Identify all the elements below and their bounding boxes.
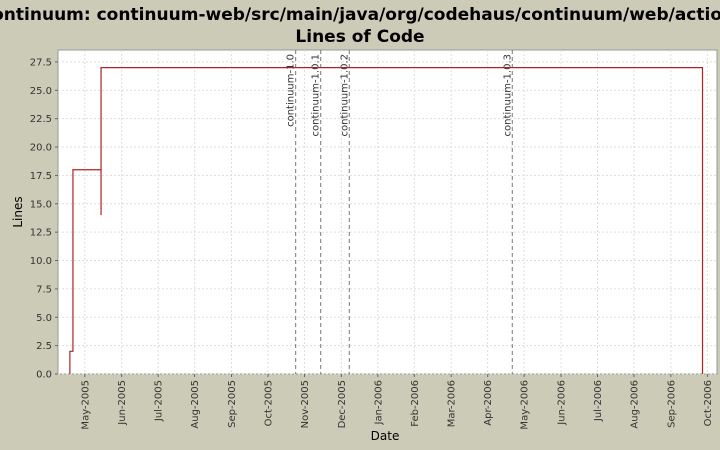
y-tick-label: 17.5 bbox=[30, 171, 52, 182]
x-tick-label: Oct-2006 bbox=[703, 380, 714, 426]
x-tick-label: Jun-2005 bbox=[117, 380, 128, 426]
release-label: continuum-1.0.1 bbox=[311, 54, 322, 136]
y-tick-label: 25.0 bbox=[30, 86, 52, 97]
y-tick-label: 15.0 bbox=[30, 199, 52, 210]
y-tick-label: 10.0 bbox=[30, 256, 52, 267]
x-tick-label: Feb-2006 bbox=[410, 380, 421, 427]
x-tick-label: May-2006 bbox=[520, 380, 531, 430]
x-tick-label: Sep-2005 bbox=[227, 380, 238, 428]
y-tick-label: 0.0 bbox=[36, 370, 52, 381]
x-tick-label: Apr-2006 bbox=[483, 380, 494, 426]
x-tick-label: Dec-2005 bbox=[337, 380, 348, 428]
y-tick-label: 12.5 bbox=[30, 228, 52, 239]
x-tick-label: Jun-2006 bbox=[557, 380, 568, 426]
x-tick-label: Jul-2005 bbox=[154, 380, 165, 422]
release-label: continuum-1.0 bbox=[286, 54, 297, 127]
x-tick-label: Jul-2006 bbox=[593, 380, 604, 422]
x-tick-label: Mar-2006 bbox=[447, 380, 458, 427]
x-tick-label: Aug-2006 bbox=[629, 380, 640, 429]
plot-area bbox=[57, 49, 718, 375]
y-tick-label: 5.0 bbox=[36, 313, 52, 324]
x-tick-label: May-2005 bbox=[80, 380, 91, 430]
x-axis-label: Date bbox=[371, 429, 400, 443]
x-tick-label: Aug-2005 bbox=[190, 380, 201, 429]
chart-title: Lines of Code bbox=[295, 27, 424, 47]
x-tick-label: Sep-2006 bbox=[666, 380, 677, 428]
series-line bbox=[69, 66, 704, 374]
y-tick-label: 20.0 bbox=[30, 143, 52, 154]
chart-title: Continuum: continuum-web/src/main/java/o… bbox=[0, 5, 720, 25]
x-tick-label: Nov-2005 bbox=[300, 380, 311, 428]
release-label: continuum-1.0.2 bbox=[339, 54, 350, 136]
y-tick-label: 27.5 bbox=[30, 57, 52, 68]
y-axis-label: Lines bbox=[11, 196, 25, 227]
x-tick-label: Oct-2005 bbox=[264, 380, 275, 426]
y-tick-label: 7.5 bbox=[36, 284, 52, 295]
y-tick-label: 22.5 bbox=[30, 114, 52, 125]
y-tick-label: 2.5 bbox=[36, 341, 52, 352]
x-tick-label: Jan-2006 bbox=[373, 380, 384, 425]
release-label: continuum-1.0.3 bbox=[502, 54, 513, 136]
